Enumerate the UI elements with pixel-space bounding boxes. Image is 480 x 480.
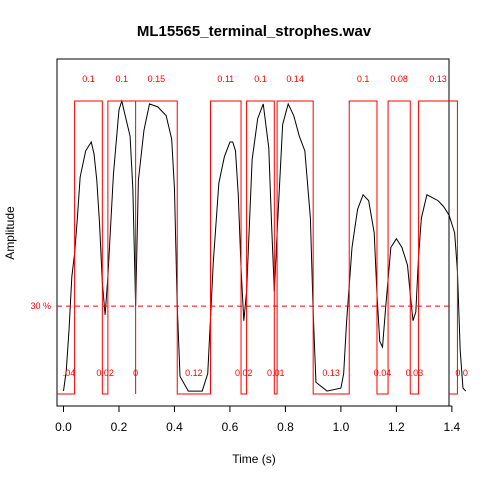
x-tick-label: 0.8 bbox=[277, 420, 294, 434]
segment-duration-label: 0.13 bbox=[429, 74, 447, 84]
gap-duration-label: 0.01 bbox=[267, 368, 285, 378]
segment-duration-label: 0.1 bbox=[254, 74, 267, 84]
amplitude-envelope-line bbox=[63, 99, 467, 392]
envelope-layer bbox=[63, 99, 467, 392]
gap-duration-label: 0.04 bbox=[374, 368, 392, 378]
segment-duration-label: 0.08 bbox=[390, 74, 408, 84]
gap-duration-label: 0 bbox=[133, 368, 138, 378]
x-axis: 0.0 0.2 0.4 0.6 0.8 1.0 1.2 1.4 bbox=[55, 405, 461, 434]
x-axis-label: Time (s) bbox=[232, 452, 276, 466]
gap-duration-label: 0.02 bbox=[96, 368, 114, 378]
plot-area bbox=[56, 58, 450, 407]
labels-layer: 0.1 0.1 0.15 0.11 0.1 0.14 0.1 0.08 0.13 .04 0.02 0… bbox=[63, 74, 468, 378]
y-axis-label: Amplitude bbox=[3, 206, 17, 260]
gap-duration-label: 0.12 bbox=[185, 368, 203, 378]
segment-duration-label: 0.1 bbox=[357, 74, 370, 84]
gap-duration-label: 0.02 bbox=[235, 368, 253, 378]
segment-outline bbox=[57, 100, 458, 395]
segment-duration-label: 0.14 bbox=[286, 74, 304, 84]
segments-layer bbox=[57, 100, 458, 395]
chart-title: ML15565_terminal_strophes.wav bbox=[137, 23, 372, 40]
gap-duration-label: 0.03 bbox=[406, 368, 424, 378]
x-tick-label: 1.2 bbox=[388, 420, 405, 434]
segment-duration-label: 0.11 bbox=[217, 74, 234, 84]
gap-duration-label: .04 bbox=[63, 368, 76, 378]
x-tick-label: 0.2 bbox=[111, 420, 128, 434]
segment-duration-label: 0.15 bbox=[148, 74, 166, 84]
gap-duration-label: 0.13 bbox=[322, 368, 340, 378]
segment-duration-label: 0.1 bbox=[116, 74, 129, 84]
threshold-layer: 30 % bbox=[30, 301, 449, 311]
x-tick-label: 0.6 bbox=[222, 420, 239, 434]
x-tick-label: 0.0 bbox=[55, 420, 72, 434]
x-tick-label: 1.4 bbox=[444, 420, 461, 434]
x-tick-label: 0.4 bbox=[166, 420, 183, 434]
segment-duration-label: 0.1 bbox=[82, 74, 95, 84]
gap-duration-label: 0.0 bbox=[455, 368, 468, 378]
threshold-label: 30 % bbox=[30, 301, 51, 311]
x-tick-label: 1.0 bbox=[333, 420, 350, 434]
